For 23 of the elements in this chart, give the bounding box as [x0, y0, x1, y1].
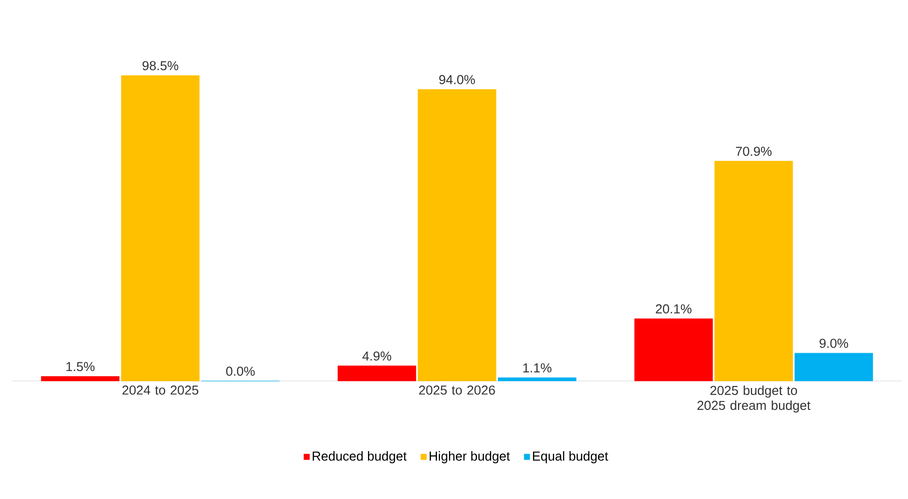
bar — [794, 352, 873, 382]
legend-label: Higher budget — [430, 451, 510, 464]
data-label: 20.1% — [656, 304, 692, 314]
data-label: 98.5% — [142, 61, 178, 70]
data-label: 1.1% — [523, 363, 552, 372]
data-label: 0.0% — [226, 366, 255, 376]
data-label: 1.5% — [66, 362, 95, 372]
bar — [338, 366, 416, 382]
bar — [418, 89, 496, 382]
data-label: 9.0% — [820, 338, 848, 348]
legend-label: Reduced budget — [312, 451, 407, 464]
bar — [634, 318, 713, 382]
bar — [498, 377, 576, 382]
data-label: 70.9% — [736, 146, 772, 156]
x-tick-label: 2025 to 2026 — [419, 386, 495, 395]
bar — [41, 376, 120, 382]
bar — [714, 160, 793, 382]
data-label: 94.0% — [439, 75, 475, 84]
x-tick-label: 2025 budget to 2025 dream budget — [697, 386, 810, 413]
bar — [121, 75, 200, 382]
data-label: 4.9% — [362, 351, 392, 361]
x-tick-label: 2024 to 2025 — [122, 386, 198, 395]
legend-label: Equal budget — [533, 451, 608, 464]
